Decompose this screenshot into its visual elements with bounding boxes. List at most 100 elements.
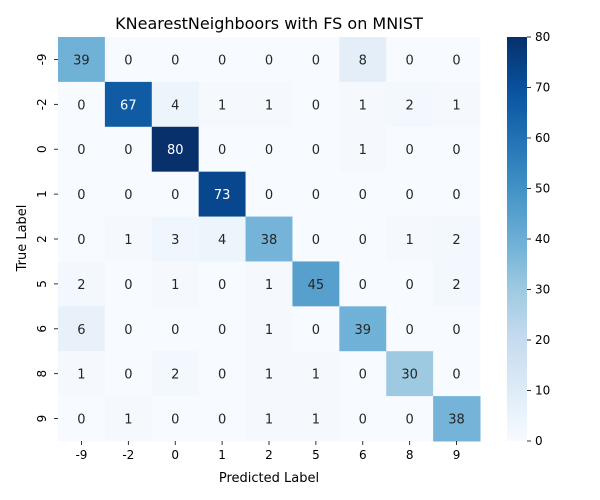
cell-value-label: 1 (265, 278, 273, 293)
cell-value-label: 2 (77, 278, 85, 293)
cell-value-label: 2 (171, 368, 179, 383)
x-tick-label: 0 (171, 448, 179, 462)
cell-value-label: 80 (167, 143, 184, 158)
cell-value-label: 1 (265, 323, 273, 338)
heatmap-cell (151, 171, 200, 218)
cell-value-label: 0 (452, 323, 460, 338)
heatmap-cell (339, 306, 387, 352)
heatmap-cell (58, 171, 106, 218)
heatmap-cell (433, 396, 481, 442)
x-tick-label: -2 (122, 448, 134, 462)
heatmap-cell (339, 396, 387, 442)
cell-value-label: 0 (218, 368, 226, 383)
y-tick-label: -9 (35, 53, 49, 65)
heatmap-cell (245, 261, 293, 307)
cell-value-label: 0 (312, 53, 320, 68)
cell-value-label: 0 (171, 323, 179, 338)
cell-value-label: 0 (218, 143, 226, 158)
y-tick-label: -2 (35, 98, 49, 110)
heatmap-cell (386, 126, 434, 173)
cell-value-label: 4 (218, 233, 226, 248)
cell-value-label: 1 (77, 368, 85, 383)
cell-value-label: 1 (265, 98, 273, 113)
heatmap-cell (386, 261, 434, 307)
colorbar-tick-label: 50 (535, 182, 550, 196)
heatmap-cell (58, 126, 106, 173)
heatmap-cell (151, 37, 200, 83)
heatmap-cell (151, 351, 200, 397)
heatmap-cell (198, 126, 247, 173)
heatmap-cell (58, 306, 106, 352)
cell-value-label: 0 (124, 53, 132, 68)
colorbar-gradient (507, 37, 527, 441)
heatmap-cell (151, 126, 200, 173)
heatmap-cell (104, 351, 153, 397)
cell-value-label: 0 (218, 413, 226, 428)
x-axis-ticks: -9 -2 0 1 2 5 6 8 9 (75, 441, 460, 462)
heatmap-cell (433, 81, 481, 128)
cell-value-label: 0 (452, 188, 460, 203)
heatmap-cell (104, 306, 153, 352)
cell-value-label: 2 (452, 278, 460, 293)
cell-value-label: 0 (171, 413, 179, 428)
y-tick-label: 0 (35, 145, 49, 153)
cell-value-label: 1 (359, 98, 367, 113)
heatmap-cell (292, 261, 340, 307)
heatmap-cell (198, 216, 247, 262)
y-axis-label: True Label (15, 205, 30, 273)
chart-title: KNearestNeighboors with FS on MNIST (115, 14, 423, 33)
heatmap-cell (292, 351, 340, 397)
cell-value-label: 1 (124, 413, 132, 428)
heatmap-cell (58, 396, 106, 442)
colorbar-tick-label: 70 (535, 81, 550, 95)
cell-value-label: 1 (171, 278, 179, 293)
cell-value-label: 73 (214, 188, 231, 203)
cell-value-label: 0 (124, 323, 132, 338)
heatmap-cell (339, 216, 387, 262)
colorbar-tick-label: 10 (535, 384, 550, 398)
heatmap-cell (339, 81, 387, 128)
cell-value-label: 0 (77, 413, 85, 428)
cell-value-label: 0 (171, 53, 179, 68)
cell-value-label: 0 (171, 188, 179, 203)
heatmap-cell (58, 37, 106, 83)
cell-value-label: 1 (124, 233, 132, 248)
cell-value-label: 2 (452, 233, 460, 248)
cell-value-label: 0 (218, 323, 226, 338)
y-tick-label: 6 (35, 325, 49, 333)
cell-value-label: 3 (171, 233, 179, 248)
heatmap-cell (386, 171, 434, 218)
cell-value-label: 4 (171, 98, 179, 113)
y-axis-ticks: -9 -2 0 1 2 5 6 8 9 (35, 53, 58, 422)
cell-value-label: 0 (406, 278, 414, 293)
heatmap-cell (292, 37, 340, 83)
colorbar-tick-label: 0 (535, 434, 543, 448)
y-tick-label: 2 (35, 235, 49, 243)
heatmap-cell (339, 261, 387, 307)
heatmap-cell (245, 351, 293, 397)
heatmap-cell (433, 216, 481, 262)
cell-value-label: 0 (406, 413, 414, 428)
y-tick-label: 9 (35, 415, 49, 423)
cell-value-label: 38 (261, 233, 278, 248)
cell-value-label: 8 (359, 53, 367, 68)
heatmap-cell (292, 171, 340, 218)
heatmap-cell (104, 126, 153, 173)
cell-value-label: 0 (265, 188, 273, 203)
heatmap-cell (386, 306, 434, 352)
x-tick-label: 1 (218, 448, 226, 462)
heatmap-cell (245, 216, 293, 262)
heatmap-cell (386, 351, 434, 397)
heatmap-cell (292, 306, 340, 352)
heatmap-cell (339, 37, 387, 83)
heatmap-cell (433, 126, 481, 173)
heatmap-cell (339, 351, 387, 397)
heatmap-cell (151, 81, 200, 128)
cell-value-label: 1 (312, 413, 320, 428)
cell-value-label: 0 (124, 188, 132, 203)
cell-value-label: 0 (124, 143, 132, 158)
x-axis-label: Predicted Label (219, 471, 319, 486)
x-tick-label: 5 (312, 448, 320, 462)
heatmap-cell (104, 37, 153, 83)
